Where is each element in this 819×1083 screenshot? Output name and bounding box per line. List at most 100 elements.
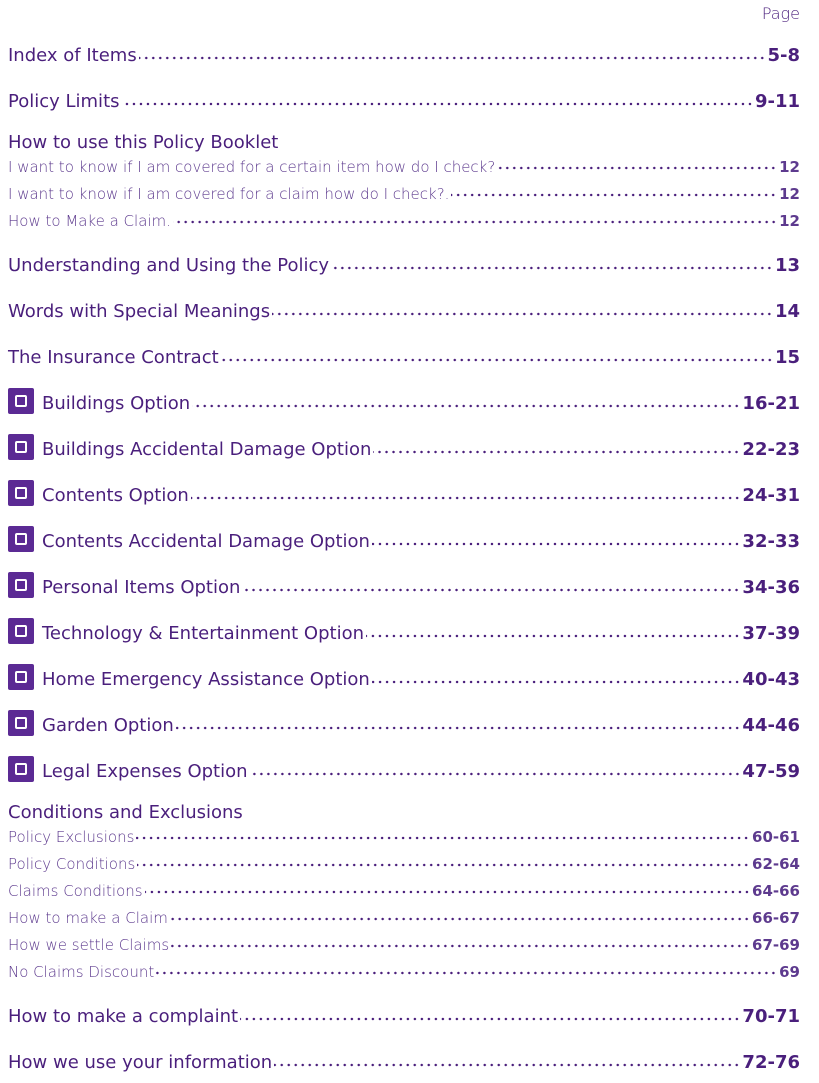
entry-title: Home Emergency Assistance Option bbox=[42, 669, 370, 690]
page-number: 44-46 bbox=[742, 715, 800, 736]
toc-entry: Buildings Accidental Damage Option 22-23 bbox=[8, 432, 800, 460]
section-icon bbox=[8, 756, 34, 782]
page-number: 60-61 bbox=[752, 828, 800, 846]
entry-title: Contents Accidental Damage Option bbox=[42, 531, 370, 552]
page-number: 64-66 bbox=[752, 882, 800, 900]
entry-title: I want to know if I am covered for a cer… bbox=[8, 158, 496, 176]
section-icon bbox=[8, 664, 34, 690]
toc-entry: Claims Conditions 64-66 bbox=[8, 878, 800, 900]
entry-title: Words with Special Meanings bbox=[8, 301, 271, 322]
page-column-label: Page bbox=[761, 4, 800, 23]
page-number: 15 bbox=[774, 347, 800, 368]
entry-title: Legal Expenses Option bbox=[42, 761, 248, 782]
page-number: 66-67 bbox=[752, 909, 800, 927]
entry-title: Buildings Option bbox=[42, 393, 191, 414]
dot-leader bbox=[137, 862, 751, 868]
entry-title: Policy Limits bbox=[8, 91, 120, 112]
section-icon bbox=[8, 618, 34, 644]
toc-entry: I want to know if I am covered for a cla… bbox=[8, 181, 800, 203]
dot-leader bbox=[138, 55, 766, 61]
entry-title: The Insurance Contract bbox=[8, 347, 219, 368]
toc-entry: Garden Option 44-46 bbox=[8, 708, 800, 736]
dot-leader bbox=[366, 633, 741, 639]
entry-title: Policy Exclusions bbox=[8, 828, 135, 846]
page-number: 72-76 bbox=[742, 1052, 800, 1073]
dot-leader bbox=[169, 916, 751, 922]
page-number: 67-69 bbox=[752, 936, 800, 954]
toc-entry: Understanding and Using the Policy 13 bbox=[8, 248, 800, 276]
toc-entry: How we settle Claims 67-69 bbox=[8, 932, 800, 954]
toc-entry: Contents Option 24-31 bbox=[8, 478, 800, 506]
dot-leader bbox=[220, 357, 773, 363]
section-icon bbox=[8, 572, 34, 598]
page-number: 70-71 bbox=[742, 1006, 800, 1027]
section-icon bbox=[8, 480, 34, 506]
entry-title: Technology & Entertainment Option bbox=[42, 623, 364, 644]
toc-entry: Personal Items Option 34-36 bbox=[8, 570, 800, 598]
page-number: 14 bbox=[774, 301, 800, 322]
page-number: 32-33 bbox=[742, 531, 800, 552]
toc-entry: Home Emergency Assistance Option 40-43 bbox=[8, 662, 800, 690]
dot-leader bbox=[373, 449, 741, 455]
section-heading: Conditions and Exclusions bbox=[8, 802, 243, 823]
page-number: 62-64 bbox=[752, 855, 800, 873]
page-number: 47-59 bbox=[742, 761, 800, 782]
section-icon bbox=[8, 526, 34, 552]
entry-title: Garden Option bbox=[42, 715, 174, 736]
toc-entry: Contents Accidental Damage Option 32-33 bbox=[8, 524, 800, 552]
entry-title: How to make a complaint bbox=[8, 1006, 239, 1027]
dot-leader bbox=[121, 101, 753, 107]
toc-entry: Policy Exclusions 60-61 bbox=[8, 824, 800, 846]
toc-entry: How to Make a Claim. 12 bbox=[8, 208, 800, 230]
page-number: 34-36 bbox=[742, 577, 800, 598]
toc-entry: Index of Items 5-8 bbox=[8, 38, 800, 66]
dot-leader bbox=[249, 771, 741, 777]
page-number: 40-43 bbox=[742, 669, 800, 690]
entry-title: Contents Option bbox=[42, 485, 189, 506]
page-number: 12 bbox=[779, 185, 800, 203]
entry-title: Buildings Accidental Damage Option bbox=[42, 439, 372, 460]
dot-leader bbox=[331, 265, 773, 271]
toc-entry: I want to know if I am covered for a cer… bbox=[8, 154, 800, 176]
entry-title: Index of Items bbox=[8, 45, 137, 66]
toc-entry: Policy Limits 9-11 bbox=[8, 84, 800, 112]
entry-title: I want to know if I am covered for a cla… bbox=[8, 185, 450, 203]
page-number: 69 bbox=[779, 963, 800, 981]
dot-leader bbox=[136, 835, 751, 841]
entry-title: How to Make a Claim. bbox=[8, 212, 171, 230]
toc-entry: Technology & Entertainment Option 37-39 bbox=[8, 616, 800, 644]
entry-title: Policy Conditions bbox=[8, 855, 136, 873]
dot-leader bbox=[240, 1016, 741, 1022]
toc-entry: How to make a complaint 70-71 bbox=[8, 999, 800, 1027]
entry-title: Understanding and Using the Policy bbox=[8, 255, 330, 276]
dot-leader bbox=[371, 679, 741, 685]
page-number: 37-39 bbox=[742, 623, 800, 644]
dot-leader bbox=[156, 970, 778, 976]
entry-title: No Claims Discount bbox=[8, 963, 155, 981]
section-icon bbox=[8, 388, 34, 414]
page-number: 22-23 bbox=[742, 439, 800, 460]
toc-entry: Words with Special Meanings 14 bbox=[8, 294, 800, 322]
dot-leader bbox=[144, 889, 751, 895]
page-number: 24-31 bbox=[742, 485, 800, 506]
entry-title: Personal Items Option bbox=[42, 577, 241, 598]
dot-leader bbox=[175, 725, 741, 731]
dot-leader bbox=[171, 943, 751, 949]
dot-leader bbox=[371, 541, 741, 547]
page-number: 16-21 bbox=[742, 393, 800, 414]
entry-title: Claims Conditions bbox=[8, 882, 143, 900]
dot-leader bbox=[192, 403, 741, 409]
dot-leader bbox=[497, 165, 778, 171]
toc-entry: No Claims Discount 69 bbox=[8, 959, 800, 981]
entry-title: How to make a Claim bbox=[8, 909, 168, 927]
toc-entry: How we use your information 72-76 bbox=[8, 1045, 800, 1073]
entry-title: How we settle Claims bbox=[8, 936, 170, 954]
page-number: 13 bbox=[774, 255, 800, 276]
section-icon bbox=[8, 434, 34, 460]
page-number: 9-11 bbox=[754, 91, 800, 112]
section-heading: How to use this Policy Booklet bbox=[8, 132, 279, 153]
page-number: 5-8 bbox=[767, 45, 800, 66]
page-number: 12 bbox=[779, 212, 800, 230]
entry-title: How we use your information bbox=[8, 1052, 273, 1073]
